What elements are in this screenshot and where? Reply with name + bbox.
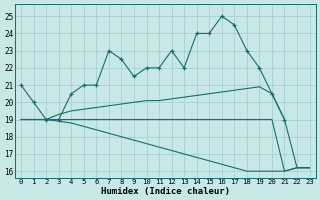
X-axis label: Humidex (Indice chaleur): Humidex (Indice chaleur) [101,187,230,196]
